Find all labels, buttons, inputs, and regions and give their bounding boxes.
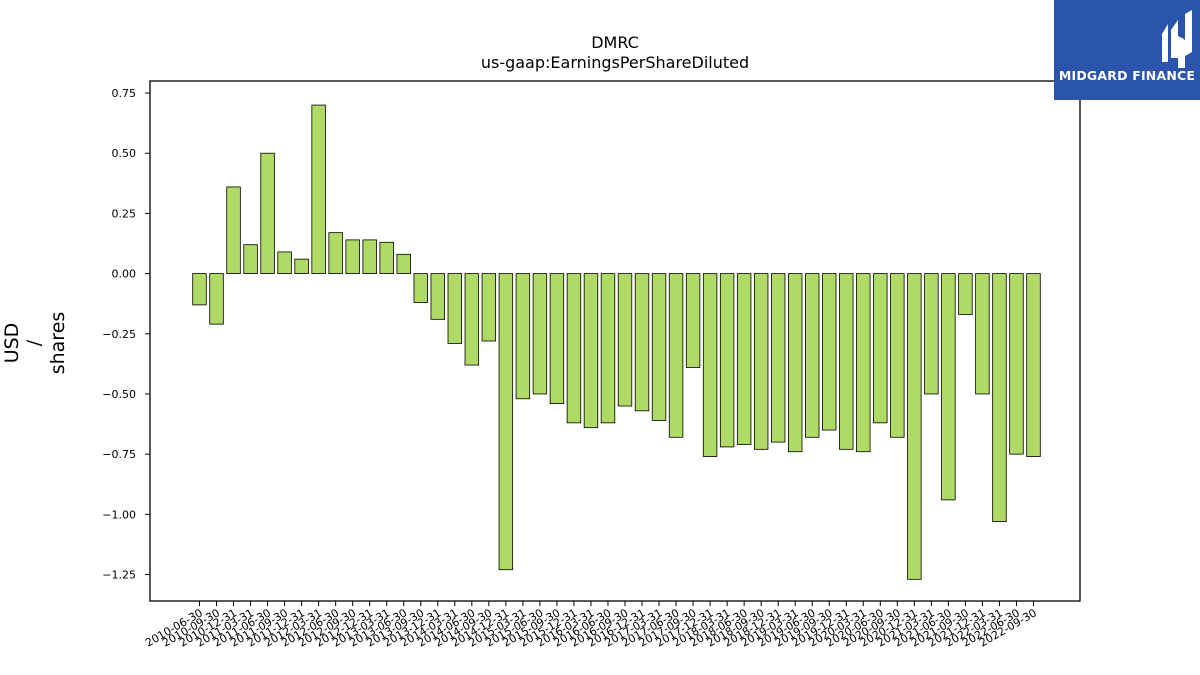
- midgard-finance-logo: MIDGARD FINANCE: [1054, 0, 1200, 100]
- bar-2022-09-30: [1026, 273, 1041, 457]
- chart-subtitle: us-gaap:EarningsPerShareDiluted: [481, 53, 749, 72]
- x-ticks: 2010-06-302010-09-302010-12-312011-03-31…: [143, 601, 1039, 650]
- bar-2011-12-31: [294, 258, 309, 274]
- bar-2012-03-31: [311, 104, 326, 274]
- bar-2013-03-31: [379, 241, 394, 275]
- y-axis-label-line-2: /: [23, 339, 45, 346]
- bar-2014-06-30: [464, 273, 480, 366]
- bar-2018-12-31: [770, 273, 786, 443]
- bar-2018-06-30: [736, 273, 752, 445]
- bar-2015-12-31: [566, 273, 582, 424]
- bar-2022-06-30: [1009, 273, 1024, 455]
- bar-2013-12-31: [430, 273, 445, 320]
- plot-frame: [149, 80, 1081, 602]
- bars: [192, 104, 1041, 580]
- bar-2018-09-30: [753, 273, 769, 450]
- bar-2011-06-30: [260, 152, 275, 274]
- bar-2014-03-31: [447, 273, 463, 344]
- y-ticks: 0.75 0.50 0.25 0.00 −0.25 −0.50 −0.75 −1.00 −1.2…: [102, 87, 150, 582]
- bar-2015-09-30: [549, 273, 565, 404]
- bar-2019-03-31: [788, 273, 803, 453]
- y-tick-label: −1.25: [102, 569, 136, 582]
- y-tick-label: 0.75: [112, 87, 137, 100]
- bar-2017-09-30: [685, 273, 701, 368]
- bar-2013-06-30: [396, 253, 411, 274]
- bar-2021-06-30: [941, 273, 956, 501]
- y-axis-label-line-3: shares: [47, 312, 69, 375]
- y-tick-label: 0.50: [112, 147, 137, 160]
- bar-2014-12-31: [498, 273, 514, 571]
- bar-2019-12-31: [839, 273, 854, 450]
- bar-2010-06-30: [192, 273, 207, 306]
- bar-2021-03-31: [924, 273, 939, 395]
- bar-2017-03-31: [651, 273, 667, 421]
- bar-2022-03-31: [992, 273, 1007, 522]
- bar-2013-09-30: [413, 273, 428, 303]
- logo-text: MIDGARD FINANCE: [1058, 68, 1196, 83]
- bar-2017-12-31: [702, 273, 718, 457]
- bar-2015-06-30: [532, 273, 548, 395]
- bar-2020-03-31: [856, 273, 871, 453]
- bar-2019-06-30: [805, 273, 820, 438]
- bar-2019-09-30: [822, 273, 837, 431]
- bar-2015-03-31: [515, 273, 531, 400]
- bar-2012-12-31: [362, 239, 377, 274]
- y-tick-label: −0.50: [102, 388, 136, 401]
- chart-title: DMRC: [591, 33, 639, 52]
- y-axis-label: USD / shares: [1, 312, 69, 375]
- y-tick-label: 0.25: [112, 207, 137, 220]
- bar-2018-03-31: [719, 273, 735, 448]
- y-tick-label: −1.00: [102, 508, 136, 521]
- y-tick-label: −0.25: [102, 328, 136, 341]
- bar-2014-09-30: [481, 273, 497, 342]
- bar-2020-12-31: [907, 273, 922, 580]
- bar-2011-09-30: [277, 251, 292, 274]
- bar-2020-06-30: [873, 273, 888, 424]
- y-tick-label: 0.00: [112, 268, 137, 281]
- bar-2021-12-31: [975, 273, 990, 395]
- midgard-logo-icon: [1162, 10, 1192, 68]
- bar-2017-06-30: [668, 273, 684, 438]
- bar-2016-09-30: [617, 273, 633, 407]
- bar-2016-12-31: [634, 273, 650, 412]
- bar-2016-06-30: [600, 273, 616, 424]
- bar-2010-12-31: [226, 186, 241, 274]
- y-axis-label-line-1: USD: [1, 323, 23, 364]
- bar-2010-09-30: [209, 273, 224, 325]
- bar-2020-09-30: [890, 273, 905, 438]
- bar-2011-03-31: [243, 244, 258, 274]
- bar-2016-03-31: [583, 273, 599, 429]
- bar-2012-06-30: [328, 232, 343, 274]
- bar-2012-09-30: [345, 239, 360, 274]
- y-tick-label: −0.75: [102, 448, 136, 461]
- bar-2021-09-30: [958, 273, 973, 315]
